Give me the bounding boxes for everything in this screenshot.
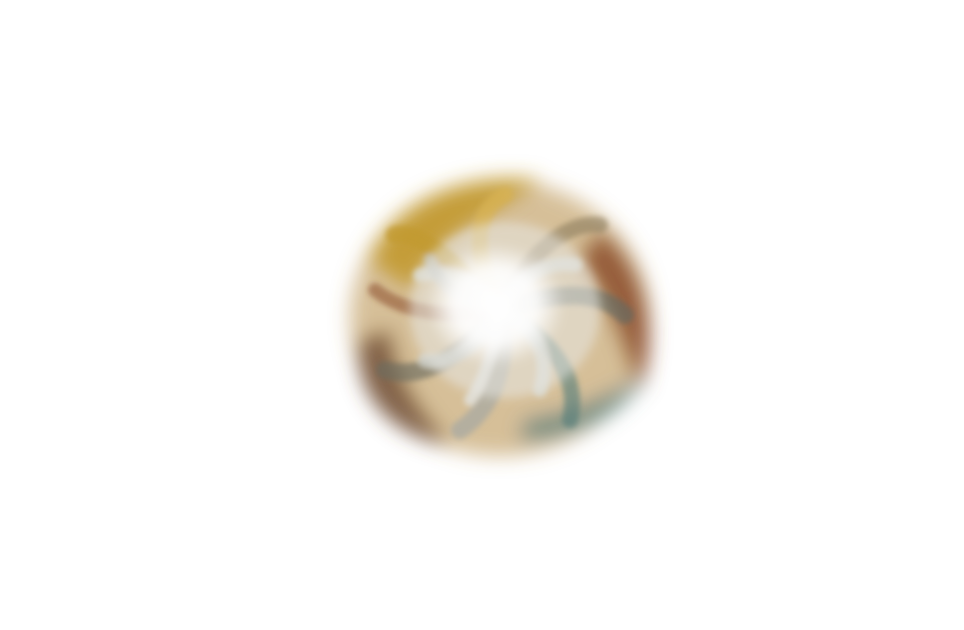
bright-core (425, 243, 565, 367)
swirl-image (300, 140, 700, 500)
